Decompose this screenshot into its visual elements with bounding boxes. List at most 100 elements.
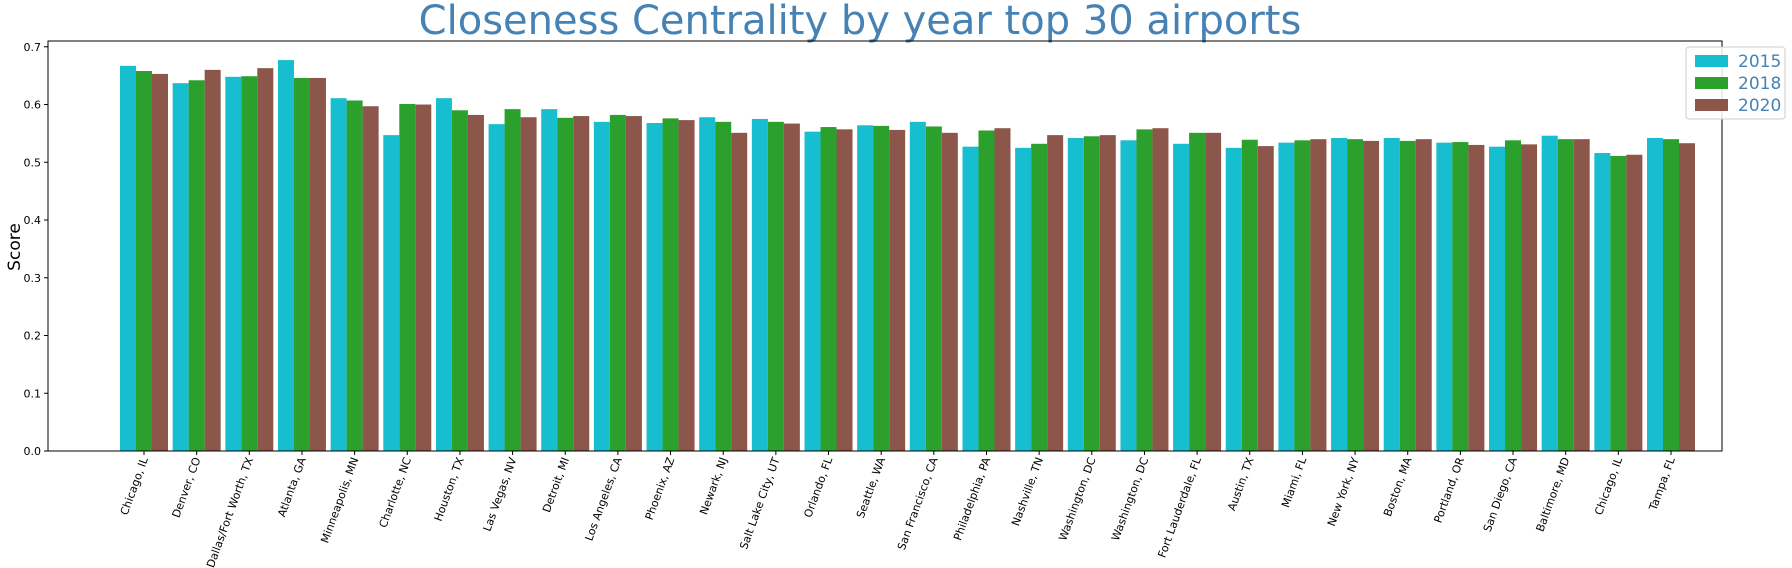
bar-2015 [541, 109, 558, 452]
x-tick-label: Austin, TX [1225, 455, 1256, 512]
x-tick-label: Denver, CO [170, 455, 204, 519]
x-tick-label: Salt Lake City, UT [737, 455, 782, 551]
bar-2018 [662, 118, 679, 451]
bar-2015 [1594, 153, 1611, 451]
x-tick-label: Washington, DC [1056, 455, 1098, 542]
x-tick-label: Tampa, FL [1646, 455, 1678, 513]
x-tick-label: Orlando, FL [802, 455, 836, 520]
x-tick-label: Seattle, WA [854, 455, 888, 520]
bar-2015 [1489, 146, 1506, 451]
bar-2020 [1047, 135, 1064, 451]
bar-2018 [504, 109, 521, 452]
y-tick-label: 0.6 [24, 99, 42, 112]
bar-2015 [804, 131, 821, 451]
bar-2020 [415, 104, 432, 452]
plot-frame [47, 40, 1723, 452]
legend-swatch-2018 [1695, 77, 1728, 89]
bar-2020 [994, 128, 1011, 451]
x-tick-label: Portland, OR [1431, 455, 1467, 524]
y-axis: 0.0 0.1 0.2 0.3 0.4 0.5 0.6 0.7 [24, 41, 48, 458]
bar-2018 [1663, 139, 1679, 452]
bar-2020 [1679, 143, 1695, 451]
bar-2015 [962, 146, 979, 451]
bar-2015 [277, 60, 294, 452]
x-tick-label: Chicago, IL [118, 455, 151, 517]
y-tick-label: 0.0 [24, 445, 42, 458]
bar-2018 [241, 76, 258, 452]
bar-2015 [330, 98, 347, 452]
legend-label-2015: 2015 [1738, 52, 1781, 72]
bar-2020 [889, 129, 906, 452]
x-tick-label: Boston, MA [1381, 455, 1415, 518]
bar-2018 [1347, 139, 1364, 452]
bar-2018 [451, 110, 468, 451]
x-tick-label: Atlanta, GA [275, 455, 309, 519]
x-tick-label: Charlotte, NC [377, 455, 415, 529]
bar-2020 [836, 129, 853, 451]
bar-2018 [1189, 132, 1206, 451]
bar-2018 [820, 127, 837, 452]
y-tick-label: 0.5 [24, 156, 42, 169]
x-tick-label: San Francisco, CA [895, 455, 941, 552]
bar-2018 [1610, 155, 1627, 451]
bar-2018 [1452, 142, 1469, 451]
bar-2015 [1647, 138, 1663, 451]
bar-2020 [1415, 139, 1432, 452]
y-tick-label: 0.4 [24, 214, 42, 227]
bar-2015 [646, 123, 663, 451]
bar-2020 [1152, 128, 1169, 451]
bar-2018 [1557, 139, 1574, 452]
bar-2018 [873, 125, 890, 451]
x-tick-label: Las Vegas, NV [481, 455, 520, 533]
bar-2015 [1383, 138, 1400, 451]
y-tick-label: 0.7 [24, 41, 42, 54]
bar-2015 [383, 135, 400, 451]
bar-2018 [609, 114, 626, 451]
bar-2020 [1363, 140, 1380, 451]
bar-2018 [557, 117, 574, 451]
bar-2015 [1331, 138, 1348, 451]
bar-2020 [1205, 132, 1222, 451]
y-axis-label: Score [5, 223, 25, 271]
chart-title: Closeness Centrality by year top 30 airp… [419, 0, 1302, 44]
bar-2015 [699, 117, 716, 452]
x-tick-label: Phoenix, AZ [643, 455, 678, 522]
bar-2020 [1257, 146, 1274, 452]
bar-2020 [204, 69, 221, 452]
bar-2015 [1120, 140, 1137, 451]
x-tick-label: Houston, TX [432, 455, 467, 523]
x-tick-label: Nashville, TN [1009, 456, 1046, 528]
legend-swatch-2020 [1695, 99, 1728, 111]
bar-2020 [783, 123, 800, 452]
y-tick-label: 0.2 [24, 330, 42, 343]
bar-2018 [767, 121, 784, 452]
bar-2015 [488, 124, 505, 451]
bar-2020 [731, 132, 748, 451]
bar-2020 [309, 77, 326, 451]
bar-2018 [715, 121, 732, 452]
bar-2020 [257, 68, 274, 452]
bar-2015 [1541, 135, 1558, 451]
x-axis: Chicago, IL Denver, CO Dallas/Fort Worth, … [118, 451, 1678, 568]
bar-2015 [1067, 138, 1084, 451]
legend-swatch-2015 [1695, 55, 1728, 67]
bar-2020 [1626, 154, 1643, 451]
bars-group [120, 60, 1695, 452]
bar-2020 [1099, 135, 1116, 451]
x-tick-label: Fort Lauderdale, FL [1155, 455, 1204, 560]
bar-2018 [1505, 140, 1522, 451]
y-tick-label: 0.3 [24, 272, 42, 285]
bar-2015 [1173, 143, 1190, 451]
x-tick-label: Philadelphia, PA [951, 455, 993, 542]
bar-2015 [909, 121, 926, 452]
bar-2018 [188, 80, 205, 451]
x-tick-label: Minneapolis, MN [318, 456, 361, 545]
bar-2020 [573, 116, 590, 451]
bar-2020 [152, 73, 168, 451]
x-tick-label: Dallas/Fort Worth, TX [204, 455, 256, 568]
bar-2020 [1521, 144, 1538, 451]
x-tick-label: Los Angeles, CA [582, 455, 624, 542]
bar-2018 [1083, 136, 1100, 452]
